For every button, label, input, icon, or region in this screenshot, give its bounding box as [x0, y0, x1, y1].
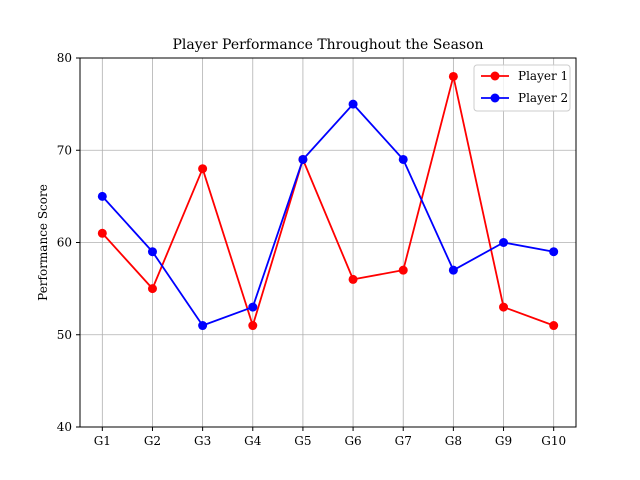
series-layer: [97, 71, 559, 331]
y-tick-label: 50: [57, 328, 72, 342]
legend-label: Player 2: [518, 91, 568, 105]
x-tick-label: G9: [495, 434, 512, 448]
data-point: [198, 164, 208, 174]
data-point: [348, 99, 358, 109]
chart-title: Player Performance Throughout the Season: [172, 37, 483, 53]
data-point: [198, 321, 208, 331]
data-point: [97, 191, 107, 201]
data-point: [549, 247, 559, 257]
legend-marker: [490, 71, 500, 81]
legend: Player 1 Player 2: [473, 64, 571, 112]
x-tick-label: G5: [294, 434, 311, 448]
data-point: [499, 238, 509, 247]
y-axis-label: Performance Score: [36, 184, 50, 301]
x-tick-label: G10: [541, 434, 566, 448]
series-2: [97, 99, 559, 331]
series-line: [101, 75, 554, 327]
data-point: [549, 321, 559, 331]
y-tick-label: 60: [57, 236, 72, 250]
x-tick-label: G8: [445, 434, 462, 448]
data-point: [248, 321, 258, 331]
y-tick-label: 40: [57, 420, 72, 434]
data-point: [398, 154, 408, 164]
x-tick-label: G4: [244, 434, 262, 448]
legend-label: Player 1: [518, 69, 568, 83]
x-tick-label: G1: [94, 434, 111, 448]
data-point: [97, 228, 107, 238]
data-point: [147, 247, 157, 257]
data-point: [448, 265, 458, 275]
x-tick-label: G7: [395, 434, 412, 448]
y-tick-label: 70: [57, 143, 72, 157]
x-tick-label: G3: [194, 434, 211, 448]
series-line: [101, 103, 554, 327]
data-point: [248, 302, 258, 312]
data-point: [499, 302, 509, 312]
axis-ticks: G1 G2 G3 G4 G5 G6 G7 G8 G9 G10 40 50 60 70 80: [57, 51, 566, 448]
data-point: [147, 284, 157, 294]
legend-marker: [490, 93, 500, 103]
y-tick-label: 80: [57, 51, 72, 65]
data-point: [348, 274, 358, 284]
x-tick-label: G2: [144, 434, 161, 448]
data-point: [298, 154, 308, 164]
x-tick-label: G6: [344, 434, 361, 448]
data-point: [448, 71, 458, 81]
data-point: [398, 265, 408, 275]
